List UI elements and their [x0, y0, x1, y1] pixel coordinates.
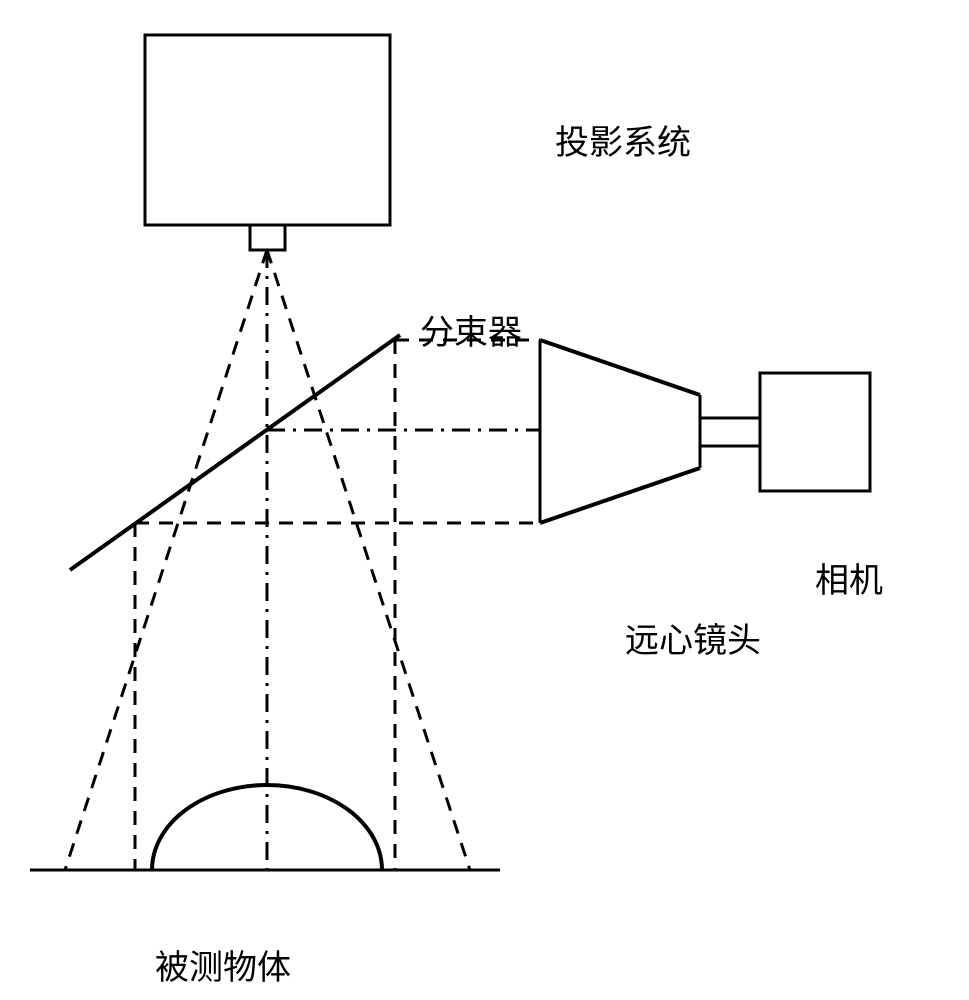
- label-object: 被测物体: [155, 940, 291, 989]
- label-projector: 投影系统: [555, 115, 691, 164]
- optical-diagram: [0, 0, 969, 1000]
- label-telecentric: 远心镜头: [625, 613, 761, 662]
- label-camera: 相机: [815, 553, 883, 602]
- label-beamsplitter: 分束器: [420, 305, 522, 354]
